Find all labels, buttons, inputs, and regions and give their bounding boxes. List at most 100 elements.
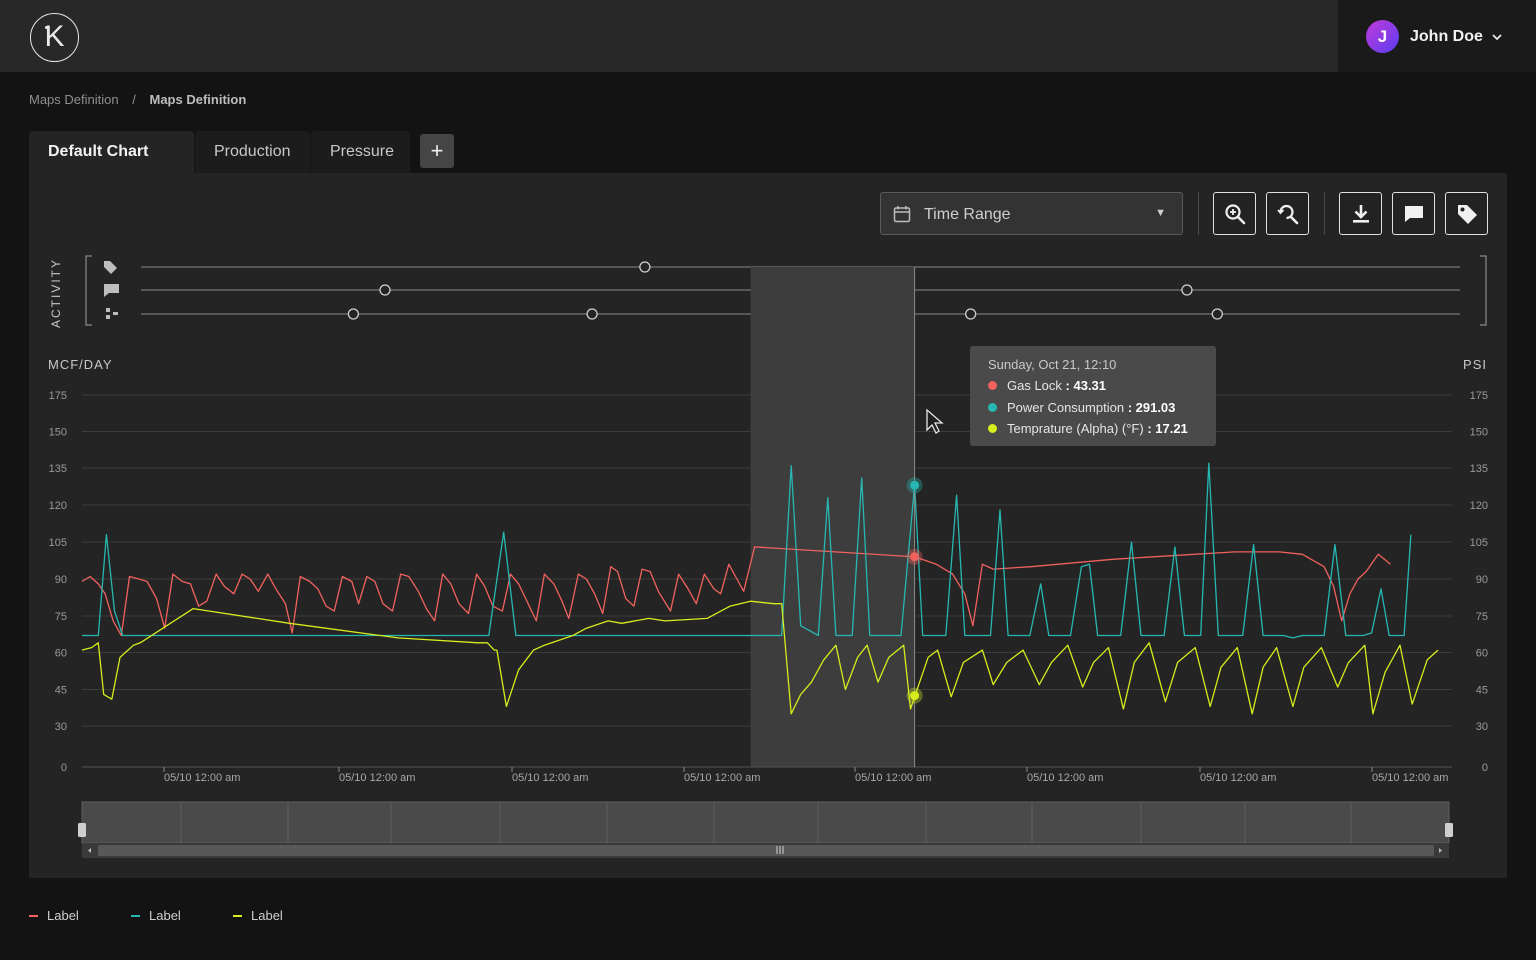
activity-marker[interactable] — [1181, 284, 1193, 296]
tooltip-series-value: : 43.31 — [1065, 378, 1107, 393]
series-line-2 — [82, 462, 1412, 639]
toolbar-divider — [1198, 192, 1199, 235]
navigator-handle-right[interactable] — [1445, 823, 1453, 837]
tooltip-series-name: Gas Lock — [1007, 378, 1062, 393]
y-tick-label: 0 — [61, 762, 67, 774]
hover-dot — [910, 691, 920, 701]
legend-label: Label — [47, 908, 79, 923]
y-tick-label: 30 — [55, 721, 67, 733]
series-dot — [988, 403, 997, 413]
legend-label: Label — [149, 908, 181, 923]
tab-label: Default Chart — [48, 143, 149, 160]
app-logo[interactable]: K — [30, 13, 79, 62]
zoom-reset-button[interactable] — [1266, 192, 1309, 235]
range-navigator[interactable] — [78, 801, 1453, 858]
comment-button[interactable] — [1392, 192, 1435, 235]
tag-icon — [1458, 205, 1477, 224]
x-tick-label: 05/10 12:00 am — [1027, 772, 1103, 784]
y-tick-label: 90 — [1476, 574, 1488, 586]
selection-range[interactable] — [750, 267, 915, 767]
y-tick-label: 75 — [55, 611, 67, 623]
chevron-down-icon — [1492, 34, 1502, 41]
tag-button[interactable] — [1445, 192, 1488, 235]
comment-icon — [1405, 206, 1423, 222]
x-tick-label: 05/10 12:00 am — [855, 772, 931, 784]
breadcrumb-separator: / — [132, 92, 136, 107]
legend-swatch — [29, 914, 38, 917]
x-axis: 05/10 12:00 am 05/10 12:00 am 05/10 12:00 … — [163, 767, 1448, 784]
tab-pressure[interactable]: Pressure — [311, 131, 410, 173]
y-tick-label: 45 — [1476, 685, 1488, 697]
y-axis-label-left: MCF/DAY — [48, 357, 113, 372]
chart-tooltip: Sunday, Oct 21, 12:10 Gas Lock : 43.31 P… — [970, 346, 1216, 446]
series-line-1 — [81, 546, 1391, 637]
legend-label: Label — [251, 908, 283, 923]
x-tick-label: 05/10 12:00 am — [1372, 772, 1448, 784]
x-tick-label: 05/10 12:00 am — [684, 772, 760, 784]
comment-icon — [104, 284, 119, 297]
activity-marker[interactable] — [586, 308, 598, 320]
navigator-window — [81, 801, 1450, 844]
hover-dot — [910, 480, 920, 490]
user-menu[interactable]: J John Doe — [1338, 0, 1536, 72]
activity-marker[interactable] — [1211, 308, 1223, 320]
legend-item[interactable]: Label — [131, 908, 181, 923]
y-tick-label: 175 — [1470, 390, 1488, 402]
hierarchy-icon-node — [106, 315, 110, 319]
y-tick-label: 150 — [49, 427, 67, 439]
navigator-handle-left[interactable] — [78, 823, 86, 837]
bracket-left — [85, 255, 92, 326]
y-tick-label: 0 — [1482, 762, 1488, 774]
navigator-scrollbar-thumb[interactable] — [98, 845, 1434, 856]
activity-marker[interactable] — [965, 308, 977, 320]
legend-item[interactable]: Label — [29, 908, 79, 923]
x-tick-label: 05/10 12:00 am — [1200, 772, 1276, 784]
series-line-3 — [81, 600, 1439, 715]
tab-default-chart[interactable]: Default Chart ▼ — [29, 131, 194, 200]
download-icon — [1353, 205, 1369, 223]
y-tick-label: 120 — [49, 500, 67, 512]
tooltip-series-value: : 291.03 — [1127, 400, 1176, 415]
time-range-select[interactable]: Time Range ▼ — [880, 192, 1183, 235]
tooltip-row: Power Consumption : 291.03 — [988, 400, 1175, 415]
y-tick-label: 135 — [1470, 463, 1488, 475]
legend-item[interactable]: Label — [233, 908, 283, 923]
y-axis-right: 0 30 45 60 75 90 105 120 135 150 175 — [1470, 390, 1488, 774]
tooltip-row: Temprature (Alpha) (°F) : 17.21 — [988, 421, 1188, 436]
breadcrumb-item[interactable]: Maps Definition — [29, 92, 119, 107]
series-dot — [988, 424, 997, 434]
y-axis-left: 0 30 45 60 75 90 105 120 135 150 175 — [49, 390, 67, 774]
top-bar: K J John Doe — [0, 0, 1536, 72]
tab-production[interactable]: Production — [195, 131, 310, 173]
y-axis-label-right: PSI — [1463, 357, 1487, 372]
activity-marker[interactable] — [347, 308, 360, 320]
x-tick-label: 05/10 12:00 am — [339, 772, 415, 784]
tooltip-date: Sunday, Oct 21, 12:10 — [988, 357, 1117, 372]
user-name: John Doe — [1410, 28, 1483, 45]
tab-label: Pressure — [330, 143, 395, 160]
chart-gridlines — [82, 394, 1452, 768]
activity-marker[interactable] — [379, 284, 391, 296]
download-button[interactable] — [1339, 192, 1382, 235]
x-tick-label: 05/10 12:00 am — [164, 772, 240, 784]
y-tick-label: 60 — [55, 648, 67, 660]
toolbar-divider — [1324, 192, 1325, 235]
scroll-right-icon — [1439, 848, 1442, 853]
zoom-in-button[interactable] — [1213, 192, 1256, 235]
y-tick-label: 135 — [49, 463, 67, 475]
hover-dot — [910, 552, 920, 562]
tooltip-series-name: Power Consumption — [1007, 400, 1125, 415]
avatar: J — [1366, 20, 1399, 53]
time-range-label: Time Range — [924, 206, 1011, 223]
grip-icon — [776, 846, 784, 854]
legend-swatch — [233, 914, 242, 917]
tooltip-row: Gas Lock : 43.31 — [988, 378, 1106, 393]
add-tab-button[interactable]: + — [420, 134, 454, 168]
y-tick-label: 75 — [1476, 611, 1488, 623]
scroll-left-icon — [88, 848, 91, 853]
activity-marker[interactable] — [639, 261, 651, 273]
calendar-icon — [893, 206, 911, 223]
logo-letter: K — [44, 20, 65, 53]
y-tick-label: 120 — [1470, 500, 1488, 512]
